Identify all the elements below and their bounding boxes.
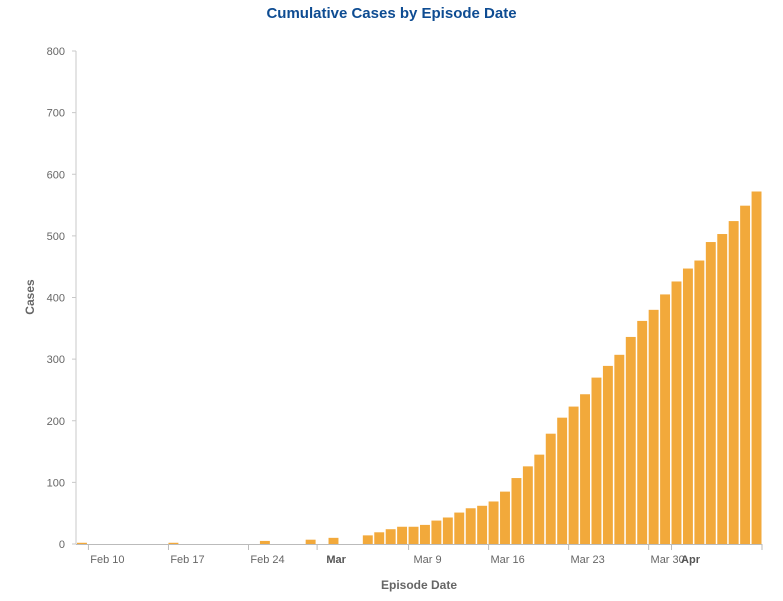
bar [420, 524, 430, 544]
y-tick-label: 300 [47, 354, 65, 366]
bar [671, 281, 682, 544]
bar [717, 234, 728, 544]
bar [488, 501, 499, 544]
y-tick-label: 0 [59, 539, 65, 551]
bar [477, 505, 488, 544]
x-tick-label: Mar 23 [571, 554, 605, 566]
y-tick-label: 500 [47, 231, 65, 243]
bar [614, 354, 625, 544]
bar [465, 508, 476, 544]
x-tick-label: Mar 9 [414, 554, 442, 566]
y-tick-label: 700 [47, 108, 65, 120]
y-tick-label: 400 [47, 293, 65, 305]
bar [751, 191, 762, 544]
bar [77, 542, 87, 544]
x-tick-label: Mar [326, 554, 346, 566]
bar [305, 539, 316, 544]
y-tick-label: 200 [47, 416, 65, 428]
bar [534, 454, 545, 544]
bar [511, 478, 522, 544]
bar [580, 394, 590, 544]
chart-title: Cumulative Cases by Episode Date [266, 5, 517, 22]
bar [602, 365, 613, 544]
x-tick-label: Mar 16 [490, 554, 524, 566]
bar [694, 260, 705, 544]
y-tick-label: 600 [47, 169, 65, 181]
bar [408, 526, 419, 544]
bar [259, 540, 270, 544]
bar [625, 336, 636, 544]
bar [374, 532, 385, 544]
bar [740, 205, 751, 544]
x-tick-label: Apr [681, 554, 701, 566]
bar [522, 466, 533, 544]
bar [557, 417, 568, 544]
bar [328, 537, 339, 544]
bars-group [77, 191, 762, 545]
bar [591, 377, 602, 544]
bar [454, 512, 465, 544]
x-tick-label: Feb 24 [250, 554, 284, 566]
bar [397, 526, 408, 544]
bar [705, 242, 716, 545]
y-tick-label: 100 [47, 477, 65, 489]
bar [637, 320, 648, 544]
bar [385, 529, 396, 544]
x-axis-title: Episode Date [381, 578, 457, 592]
y-axis-ticks: 0 100 200 300 400 500 600 700 800 [47, 46, 76, 551]
bar [431, 520, 442, 544]
y-tick-label: 800 [47, 46, 65, 58]
bar [728, 221, 739, 544]
x-axis-ticks: Feb 10 Feb 17 Feb 24 Mar Mar 9 Mar 16 Mar 23 Ma… [87, 544, 763, 566]
bar [442, 517, 453, 544]
x-tick-label: Feb 17 [170, 554, 204, 566]
bar [545, 433, 556, 544]
x-tick-label: Feb 10 [90, 554, 124, 566]
y-axis-title: Cases [23, 279, 37, 315]
bar [168, 542, 179, 544]
bar [362, 535, 373, 544]
x-tick-label: Mar 30 [651, 554, 685, 566]
bar [648, 309, 659, 544]
bar [568, 406, 579, 544]
bar [660, 294, 671, 544]
bar [682, 268, 693, 544]
bar [500, 491, 510, 544]
